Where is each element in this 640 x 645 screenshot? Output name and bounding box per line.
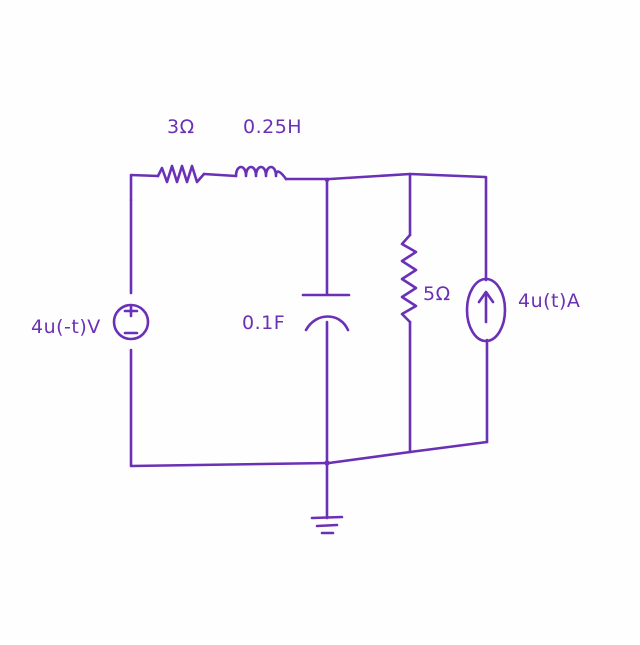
resistor-3-ohm: [156, 164, 206, 184]
voltage-source-label: 4u(-t)V: [31, 316, 101, 338]
inductor-0-25h: [234, 165, 288, 181]
wire-bottom-right: [327, 440, 489, 465]
wire-resistor-to-inductor: [202, 172, 238, 178]
capacitor-label: 0.1F: [242, 312, 286, 334]
current-source: [465, 277, 507, 343]
current-source-label: 4u(t)A: [518, 290, 581, 312]
resistor-3-ohm-label: 3Ω: [167, 116, 195, 138]
junction-dot-top: [324, 177, 330, 183]
wire-left-vertical-bottom: [129, 348, 331, 468]
voltage-source: [112, 303, 150, 341]
capacitor-0-1f: [301, 293, 351, 332]
ground-symbol: [310, 515, 344, 535]
wire-top-right: [284, 172, 487, 181]
arrow-head: [477, 290, 495, 304]
resistor-5-ohm-label: 5Ω: [423, 283, 451, 305]
wire-top-left: [129, 173, 160, 202]
inductor-label: 0.25H: [243, 116, 303, 138]
junction-dot-bottom: [324, 460, 330, 466]
resistor-5-ohm: [400, 233, 418, 324]
